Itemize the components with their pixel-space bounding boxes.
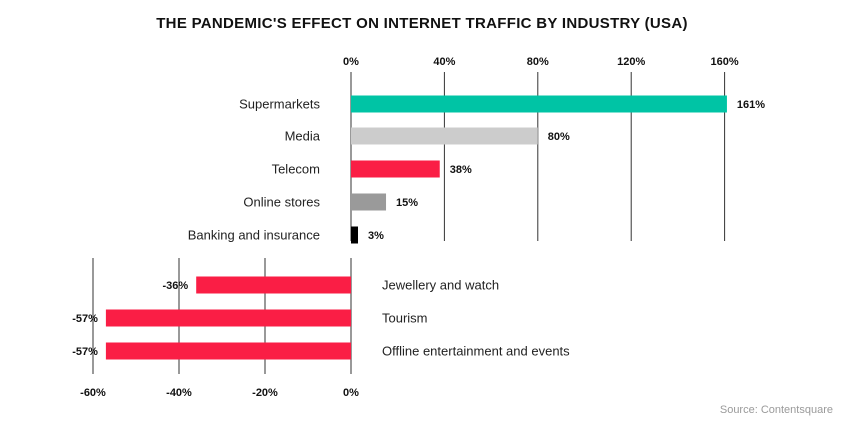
tick-label-bottom-2: -20% (252, 387, 278, 399)
data-label-tourism: -57% (72, 313, 98, 325)
category-label-telecom: Telecom (272, 162, 320, 177)
bar-jewellery-and-watch (196, 276, 351, 294)
chart-title: THE PANDEMIC'S EFFECT ON INTERNET TRAFFI… (156, 15, 688, 32)
labels: 0% 40% 80% 120% 160% Supermarkets 161% Media 80%… (72, 56, 765, 399)
data-label-online-stores: 15% (396, 197, 418, 209)
bar-supermarkets (351, 95, 727, 113)
category-label-online-stores: Online stores (243, 195, 320, 210)
data-label-supermarkets: 161% (737, 99, 765, 111)
data-label-offline-entertainment-and-events: -57% (72, 346, 98, 358)
gridlines (92, 72, 726, 374)
tick-label-top-0: 0% (343, 56, 359, 68)
tick-label-top-4: 160% (711, 56, 739, 68)
bar-tourism (105, 309, 352, 327)
bar-media (351, 127, 538, 145)
bars (105, 95, 727, 360)
category-label-jewellery-and-watch: Jewellery and watch (382, 278, 499, 293)
bar-telecom (351, 160, 440, 178)
bar-offline-entertainment-and-events (105, 342, 352, 360)
data-label-media: 80% (548, 131, 570, 143)
tick-label-bottom-0: -60% (80, 387, 106, 399)
tick-label-top-3: 120% (617, 56, 645, 68)
bar-online-stores (351, 193, 387, 211)
tick-label-top-2: 80% (527, 56, 549, 68)
category-label-banking-and-insurance: Banking and insurance (188, 228, 320, 243)
category-label-media: Media (285, 129, 321, 144)
category-label-offline-entertainment-and-events: Offline entertainment and events (382, 344, 570, 359)
data-label-banking-and-insurance: 3% (368, 230, 384, 242)
data-label-jewellery-and-watch: -36% (163, 280, 189, 292)
bar-banking-and-insurance (351, 226, 359, 244)
tick-label-bottom-1: -40% (166, 387, 192, 399)
data-label-telecom: 38% (450, 164, 472, 176)
category-label-tourism: Tourism (382, 311, 428, 326)
category-label-supermarkets: Supermarkets (239, 97, 320, 112)
tick-label-bottom-3: 0% (343, 387, 359, 399)
tick-label-top-1: 40% (433, 56, 455, 68)
source-note: Source: Contentsquare (720, 404, 833, 416)
